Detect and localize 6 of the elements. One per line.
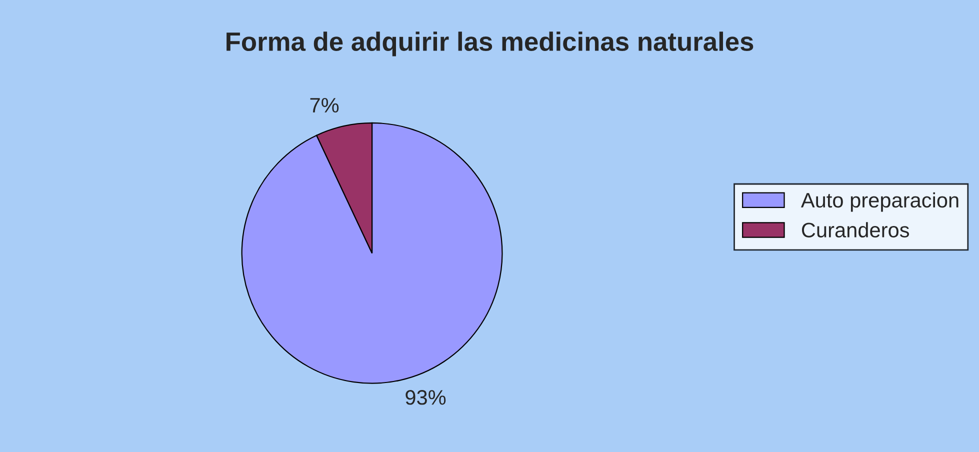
pie-slice	[241, 122, 503, 384]
legend-label: Auto preparacion	[800, 192, 958, 212]
data-label: 93%	[406, 390, 446, 405]
chart-title: Forma de adquirir las medicinas naturales	[226, 32, 754, 56]
data-label: 7%	[310, 98, 339, 113]
legend-label: Curanderos	[802, 222, 910, 238]
